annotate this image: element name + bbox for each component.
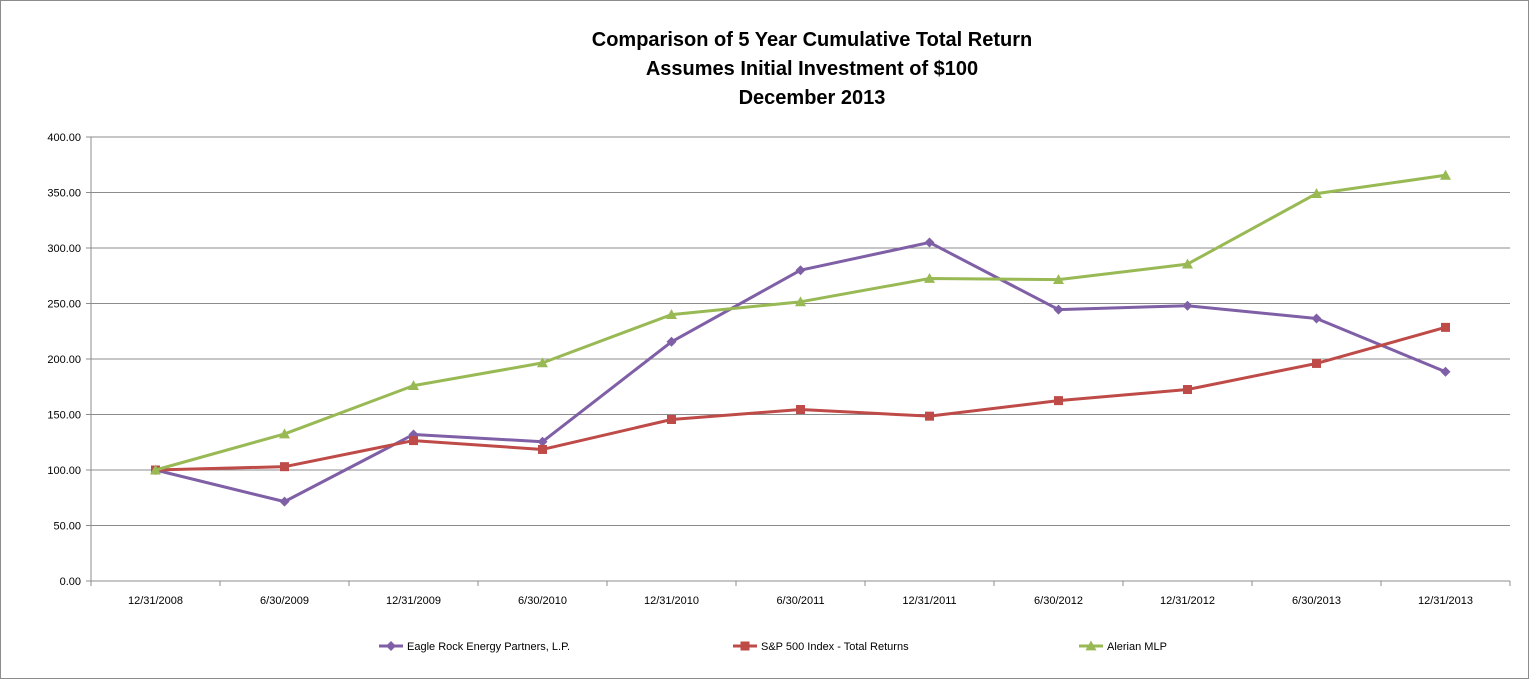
legend-entry-0: Eagle Rock Energy Partners, L.P. — [379, 641, 570, 653]
y-tick-label: 200.00 — [47, 354, 81, 366]
y-tick-label: 250.00 — [47, 299, 81, 311]
data-point — [279, 496, 290, 507]
data-point — [150, 464, 161, 475]
legend-swatch-marker — [1085, 640, 1097, 651]
legend-label: S&P 500 Index - Total Returns — [761, 641, 909, 653]
x-tick-label: 6/30/2012 — [1034, 595, 1083, 607]
x-tick-label: 6/30/2009 — [260, 595, 309, 607]
x-tick-label: 12/31/2012 — [1160, 595, 1215, 607]
legend-entry-1: S&P 500 Index - Total Returns — [733, 641, 909, 653]
data-point — [1441, 322, 1450, 332]
x-tick-label: 12/31/2011 — [902, 595, 956, 607]
data-series — [150, 169, 1451, 507]
series-1 — [151, 322, 1450, 475]
data-point — [795, 296, 806, 307]
data-point — [1440, 366, 1451, 377]
data-point — [408, 380, 419, 391]
data-point — [538, 444, 547, 454]
series-2 — [150, 169, 1451, 475]
y-tick-label: 300.00 — [47, 243, 81, 255]
chart-title: Comparison of 5 Year Cumulative Total Re… — [592, 29, 1032, 109]
gridlines — [91, 136, 1510, 526]
series-line — [155, 325, 1446, 472]
y-tick-label: 350.00 — [47, 188, 81, 200]
data-point — [924, 273, 935, 283]
data-point — [1311, 188, 1322, 199]
data-point — [1053, 304, 1064, 315]
x-tick-label: 12/31/2010 — [644, 595, 699, 607]
data-point — [666, 309, 677, 319]
legend-swatch-marker — [740, 641, 750, 651]
data-point — [1311, 313, 1322, 324]
y-tick-label: 400.00 — [47, 132, 81, 144]
data-point — [537, 436, 548, 447]
data-point — [795, 265, 806, 276]
legend: Eagle Rock Energy Partners, L.P. S&P 500 … — [379, 640, 1167, 653]
x-tick-label: 12/31/2013 — [1418, 595, 1473, 607]
chart-title-line-3: December 2013 — [739, 87, 886, 109]
y-tick-label: 150.00 — [47, 410, 81, 422]
x-axis-tick-labels: 12/31/2008 6/30/2009 12/31/2009 6/30/2010 12… — [128, 595, 1473, 607]
data-point — [667, 414, 676, 424]
data-point — [1182, 258, 1193, 269]
y-tick-label: 100.00 — [47, 465, 81, 477]
y-tick-label: 0.00 — [60, 576, 81, 588]
data-point — [1053, 274, 1064, 285]
data-point — [409, 436, 418, 446]
series-line — [155, 240, 1447, 504]
series-0 — [150, 237, 1451, 507]
data-point — [796, 405, 805, 415]
data-point — [1183, 385, 1192, 395]
legend-label: Eagle Rock Energy Partners, L.P. — [407, 641, 570, 653]
x-tick-label: 12/31/2009 — [386, 595, 441, 607]
data-point — [925, 411, 934, 421]
x-tick-label: 12/31/2008 — [128, 595, 183, 607]
data-point — [666, 336, 677, 347]
legend-label: Alerian MLP — [1107, 641, 1167, 653]
series-line — [155, 173, 1446, 472]
chart-title-line-2: Assumes Initial Investment of $100 — [646, 58, 978, 80]
data-point — [1054, 396, 1063, 406]
y-tick-label: 50.00 — [53, 521, 81, 533]
data-point — [279, 428, 290, 439]
data-point — [1182, 300, 1193, 311]
data-point — [537, 357, 548, 368]
y-axis-tick-labels: 0.00 50.00 100.00 150.00 200.00 250.00 300.00 3… — [47, 132, 81, 588]
data-point — [1440, 169, 1451, 180]
data-point — [924, 237, 935, 248]
axes — [86, 136, 1511, 586]
legend-swatch-marker — [386, 641, 396, 651]
x-tick-label: 6/30/2013 — [1292, 595, 1341, 607]
chart-title-line-1: Comparison of 5 Year Cumulative Total Re… — [592, 29, 1032, 51]
legend-entry-2: Alerian MLP — [1079, 640, 1167, 653]
x-tick-label: 6/30/2010 — [518, 595, 567, 607]
x-tick-label: 6/30/2011 — [776, 595, 824, 607]
data-point — [1312, 358, 1321, 368]
data-point — [280, 462, 289, 472]
